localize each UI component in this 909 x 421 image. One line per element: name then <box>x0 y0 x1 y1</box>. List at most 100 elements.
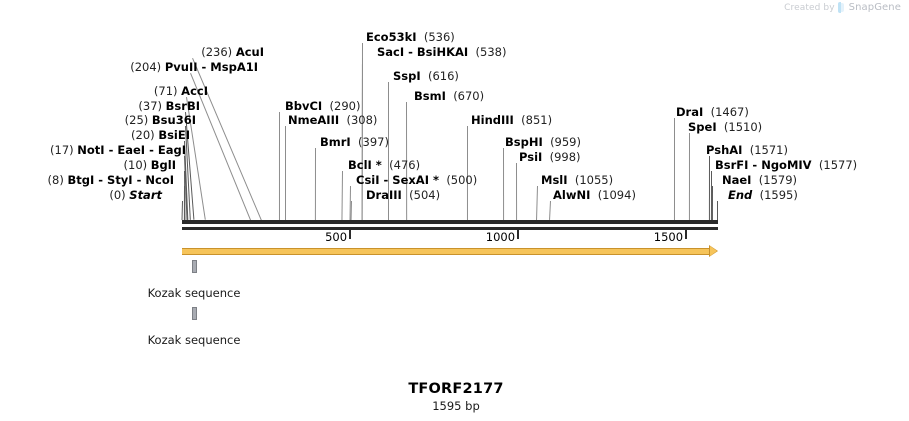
leader-line <box>717 201 718 220</box>
site-position: (0) <box>109 188 126 202</box>
site-label-eco53ki: Eco53kI (536) <box>366 31 455 43</box>
site-label-pshai: PshAI (1571) <box>706 144 788 156</box>
site-label-bsmi: BsmI (670) <box>414 90 484 102</box>
site-position: (1467) <box>710 105 749 119</box>
site-position: (998) <box>549 150 581 164</box>
enzyme-name: SpeI <box>688 120 717 134</box>
enzyme-name: HindIII <box>471 113 514 127</box>
enzyme-name: EagI <box>157 143 186 157</box>
kozak-sequence-marker[interactable] <box>192 307 197 320</box>
enzyme-name: MslI <box>541 173 568 187</box>
ruler-tick-label: 500 <box>325 230 348 244</box>
enzyme-name: PvuII <box>164 60 198 74</box>
enzyme-name: Eco53kI <box>366 30 417 44</box>
enzyme-name: BbvCI <box>285 99 323 113</box>
leader-line <box>688 132 690 220</box>
enzyme-name: AcuI <box>235 45 264 59</box>
watermark-prefix: Created by <box>784 2 835 13</box>
enzyme-name: BsmI <box>414 89 446 103</box>
site-label-alwni: AlwNI (1094) <box>553 189 636 201</box>
site-position: (1094) <box>597 188 636 202</box>
leader-line <box>340 170 343 220</box>
enzyme-name: AccI <box>181 84 208 98</box>
name-separator: - <box>379 173 393 187</box>
site-label-csii: CsiI - SexAI * (500) <box>356 174 477 186</box>
site-label-acci: (71) AccI <box>154 85 208 97</box>
site-position: (1579) <box>758 173 798 187</box>
enzyme-name: CsiI <box>356 173 380 187</box>
site-label-bsrbi: (37) BsrBI <box>138 100 200 112</box>
enzyme-name: BglI <box>150 158 176 172</box>
enzyme-name: StyI <box>107 173 133 187</box>
site-position: (538) <box>475 45 507 59</box>
site-position: (616) <box>427 69 459 83</box>
orf-arrow[interactable] <box>182 245 718 257</box>
name-separator: - <box>94 173 108 187</box>
enzyme-name: PshAI <box>706 143 743 157</box>
kozak-sequence-marker[interactable] <box>192 260 197 273</box>
site-position: (308) <box>346 113 378 127</box>
name-separator: - <box>197 60 211 74</box>
leader-line <box>548 200 551 220</box>
map-title: TFORF2177 1595 bp <box>408 381 503 413</box>
site-label-bcli: BclI * (476) <box>348 159 420 171</box>
enzyme-name: BtgI <box>67 173 95 187</box>
site-label-bsu36i: (25) Bsu36I <box>125 114 196 126</box>
site-position: (1595) <box>759 188 798 202</box>
site-position: (204) <box>130 60 162 74</box>
leader-line <box>708 155 710 220</box>
leader-line <box>278 111 280 220</box>
leader-line <box>673 117 675 220</box>
site-position: (37) <box>138 99 163 113</box>
site-position: (397) <box>358 135 389 149</box>
site-position: (851) <box>521 113 553 127</box>
leader-line <box>503 148 505 221</box>
name-separator: - <box>748 158 762 172</box>
site-position: (71) <box>153 84 178 98</box>
enzyme-name: SacI <box>377 45 405 59</box>
site-position: (17) <box>50 143 74 157</box>
enzyme-name: EaeI <box>117 143 146 157</box>
site-position: (476) <box>389 158 421 172</box>
ruler-tick-label: 1000 <box>485 230 516 244</box>
watermark-brand: SnapGene <box>848 2 901 13</box>
site-position: (1571) <box>749 143 788 157</box>
snapgene-watermark: Created by SnapGene <box>784 2 901 13</box>
site-label-btgi: (8) BtgI - StyI - NcoI <box>48 174 174 186</box>
site-label-bgli: (10) BglI <box>124 159 176 171</box>
leader-line <box>314 147 316 220</box>
site-position: (959) <box>550 135 581 149</box>
site-label-pvuii: (204) PvuII - MspA1I <box>130 61 258 73</box>
site-position: (670) <box>453 89 485 103</box>
site-position: (290) <box>329 99 361 113</box>
leader-line <box>711 185 713 220</box>
sequence-name: TFORF2177 <box>408 381 504 397</box>
leader-line <box>181 200 183 220</box>
name-separator: - <box>132 173 146 187</box>
site-position: (500) <box>446 173 478 187</box>
site-label-msli: MslI (1055) <box>541 174 613 186</box>
enzyme-name: NaeI <box>722 173 752 187</box>
site-label-draiii: DraIII (504) <box>366 189 440 201</box>
site-label-start: (0) Start <box>109 189 162 201</box>
enzyme-name: NmeAIII <box>288 113 340 127</box>
leader-line <box>516 163 518 221</box>
ruler-tick <box>349 230 352 239</box>
site-position: (236) <box>201 45 233 59</box>
site-label-nmeaiii: NmeAIII (308) <box>288 114 377 126</box>
site-position: (25) <box>124 113 149 127</box>
ruler-tick <box>517 230 520 239</box>
snapgene-logo-icon <box>837 2 846 13</box>
sequence-length: 1595 bp <box>432 399 480 413</box>
name-separator: - <box>104 143 118 157</box>
leader-line <box>284 126 286 221</box>
enzyme-name: BclI * <box>348 158 382 172</box>
site-label-psii: PsiI (998) <box>519 151 581 163</box>
enzyme-name: DraI <box>676 105 704 119</box>
site-label-bmri: BmrI (397) <box>320 136 389 148</box>
enzyme-name: NcoI <box>145 173 174 187</box>
orf-arrow-head <box>709 246 717 256</box>
enzyme-name: SexAI * <box>392 173 439 187</box>
site-label-bsiei: (20) BsiEI <box>131 129 190 141</box>
enzyme-name: DraIII <box>366 188 402 202</box>
